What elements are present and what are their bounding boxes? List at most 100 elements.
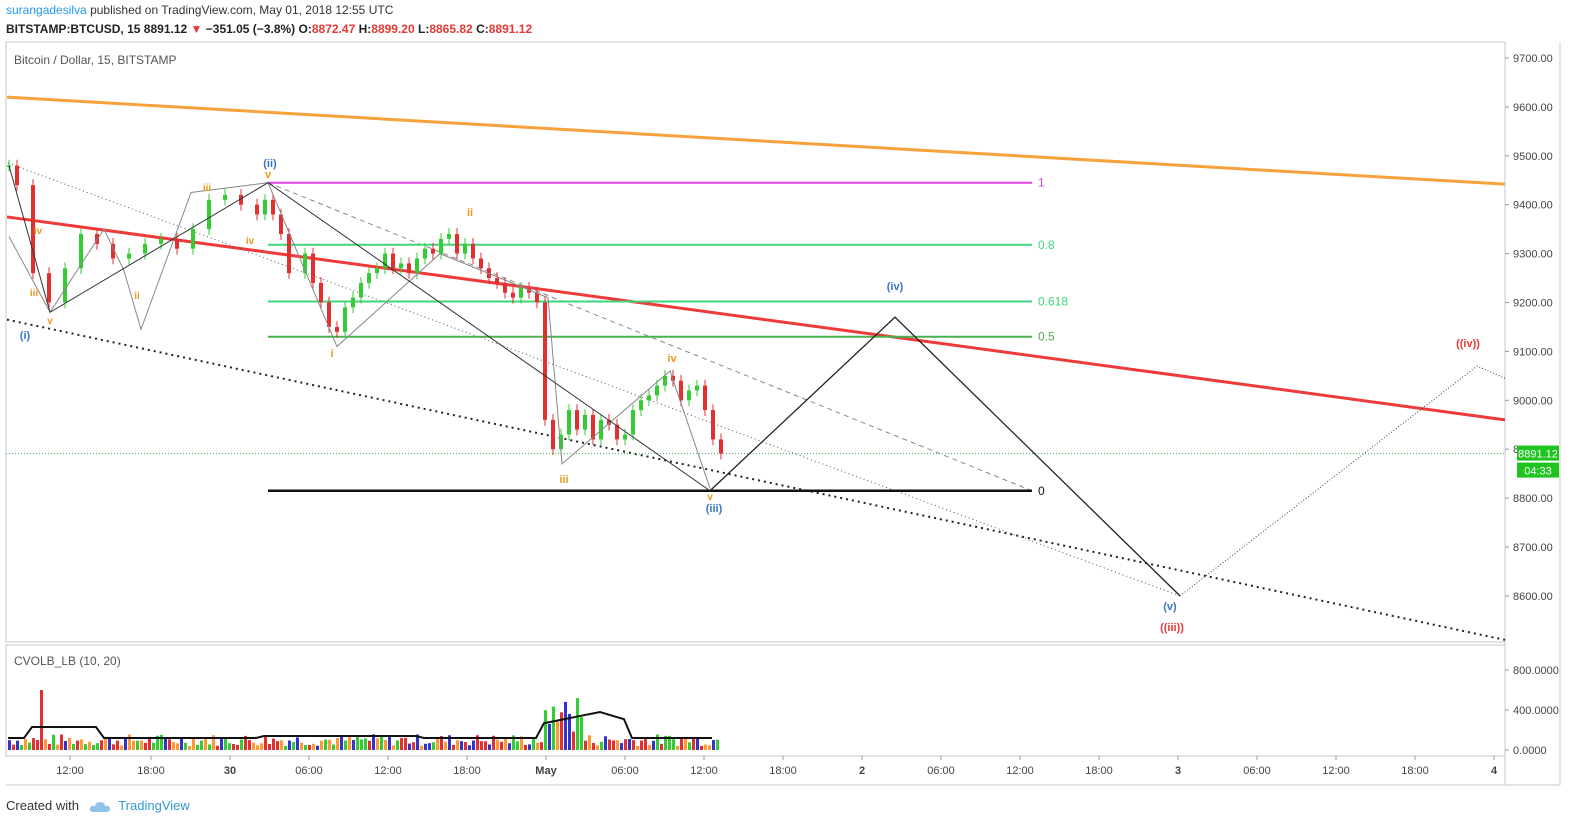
candle-body <box>95 234 99 244</box>
candle-body <box>359 282 363 298</box>
y-tick-label: 8600.00 <box>1513 591 1553 603</box>
projection-dotted <box>1179 365 1506 597</box>
volume-bar <box>468 745 471 750</box>
volume-bar <box>156 735 159 750</box>
volume-bar <box>476 735 479 750</box>
y-tick-label: 9600.00 <box>1513 102 1553 114</box>
open-label: O: <box>298 22 312 36</box>
volume-bar <box>672 739 675 750</box>
volume-bar <box>640 740 643 750</box>
volume-bar <box>148 737 151 750</box>
volume-bar <box>580 717 583 750</box>
volume-bar <box>188 745 191 750</box>
candle-body <box>703 385 707 411</box>
volume-bar <box>116 740 119 750</box>
volume-bar <box>296 737 299 750</box>
x-tick-label: 06:00 <box>611 765 639 777</box>
candle-body <box>407 263 411 274</box>
close-value: 8891.12 <box>488 22 533 36</box>
candle-body <box>191 229 195 249</box>
volume-bar <box>524 744 527 750</box>
candle-body <box>375 268 379 274</box>
volume-bar <box>504 737 507 750</box>
candle-body <box>655 385 659 396</box>
volume-bar <box>80 739 83 750</box>
volume-bar <box>360 739 363 750</box>
low-label: L: <box>418 22 430 36</box>
volume-bar <box>136 740 139 750</box>
candle-body <box>519 287 523 298</box>
author-link[interactable]: surangadesilva <box>6 3 87 17</box>
volume-bar <box>644 738 647 750</box>
volume-bar <box>396 740 399 750</box>
wave-label-minor: v <box>47 316 53 327</box>
volume-bar <box>460 741 463 750</box>
upper-dotted-channel <box>7 162 1181 597</box>
volume-bar <box>224 738 227 750</box>
down-arrow-icon: ▼ <box>190 22 203 36</box>
volume-bar <box>652 740 655 750</box>
volume-bar <box>548 723 551 750</box>
volume-bar <box>664 735 667 750</box>
volume-bar <box>616 740 619 750</box>
volume-bar <box>564 701 567 750</box>
last-price-label: 8891.12 <box>1518 449 1558 461</box>
candle-body <box>207 199 211 230</box>
published-text: published on TradingView.com, May 01, 20… <box>90 3 394 17</box>
x-tick-label: May <box>535 765 557 777</box>
wave-label-minor: ii <box>134 291 140 302</box>
volume-bar <box>180 737 183 750</box>
volume-bar <box>164 737 167 750</box>
volume-bar <box>684 738 687 750</box>
y-tick-label: 9100.00 <box>1513 346 1553 358</box>
vol-y-tick-label: 400.0000 <box>1513 705 1559 717</box>
volume-bar <box>608 739 611 750</box>
candle-body <box>263 199 267 215</box>
x-tick-label: 3 <box>1175 765 1181 777</box>
volume-bar <box>352 740 355 750</box>
red-trendline <box>6 215 1506 422</box>
volume-bar <box>88 741 91 750</box>
volume-bar <box>692 738 695 750</box>
volume-bar <box>376 738 379 750</box>
volume-bar <box>428 743 431 750</box>
volume-bar <box>660 743 663 750</box>
candle-body <box>159 238 163 244</box>
volume-bar <box>592 743 595 750</box>
candle-body <box>279 214 283 235</box>
volume-bar <box>192 738 195 750</box>
volume-bar <box>84 744 87 750</box>
volume-bar <box>572 731 575 750</box>
symbol-line: BITSTAMP:BTCUSD, 15 8891.12 ▼ −351.05 (−… <box>6 22 532 36</box>
x-tick-label: 12:00 <box>56 765 84 777</box>
volume-bar <box>328 739 331 750</box>
high-value: 8899.20 <box>371 22 415 36</box>
candle-body <box>503 282 507 293</box>
volume-bar <box>540 742 543 750</box>
volume-bar <box>432 742 435 750</box>
candle-body <box>551 419 555 450</box>
volume-bar <box>656 734 659 750</box>
volume-bar <box>520 736 523 750</box>
candle-body <box>695 385 699 391</box>
volume-bar <box>552 706 555 750</box>
candle-body <box>575 410 579 430</box>
volume-bar <box>388 735 391 750</box>
y-tick-label: 8700.00 <box>1513 542 1553 554</box>
candle-body <box>511 292 515 298</box>
volume-bar <box>56 744 59 750</box>
volume-bar <box>516 741 519 750</box>
volume-bar <box>556 721 559 750</box>
volume-bar <box>200 740 203 750</box>
volume-bar <box>252 742 255 750</box>
volume-bar <box>344 740 347 750</box>
volume-bar <box>536 742 539 750</box>
tradingview-link[interactable]: TradingView <box>118 798 190 813</box>
volume-bar <box>576 698 579 750</box>
volume-bar <box>256 745 259 750</box>
symbol: BITSTAMP:BTCUSD, 15 <box>6 22 141 36</box>
volume-bar <box>560 712 563 750</box>
volume-bar <box>248 740 251 750</box>
candle-body <box>391 253 395 269</box>
x-tick-label: 12:00 <box>374 765 402 777</box>
